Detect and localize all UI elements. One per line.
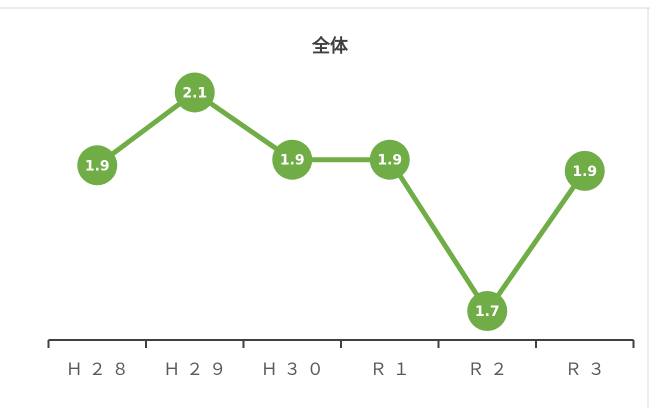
x-tick-label: Ｒ３: [565, 360, 611, 380]
line: [95, 89, 587, 316]
chart-title: 全体: [311, 35, 349, 57]
x-tick-label: Ｈ２８: [66, 360, 135, 380]
marker: [272, 139, 313, 180]
marker: [174, 72, 215, 113]
x-tick-label: Ｈ２９: [163, 360, 232, 380]
marker: [467, 290, 508, 331]
marker: [369, 139, 410, 180]
value-label: 1.9: [280, 153, 305, 169]
value-label: 1.7: [475, 304, 500, 320]
x-tick-label: Ｒ１: [370, 360, 416, 380]
value-label: 1.9: [572, 164, 597, 180]
marker: [77, 145, 118, 186]
value-label: 1.9: [377, 153, 402, 169]
value-label: 2.1: [182, 85, 207, 101]
value-label: 1.9: [85, 158, 110, 174]
x-tick-label: Ｒ２: [467, 360, 513, 380]
marker: [564, 150, 605, 191]
x-tick-label: Ｈ３０: [261, 360, 330, 380]
